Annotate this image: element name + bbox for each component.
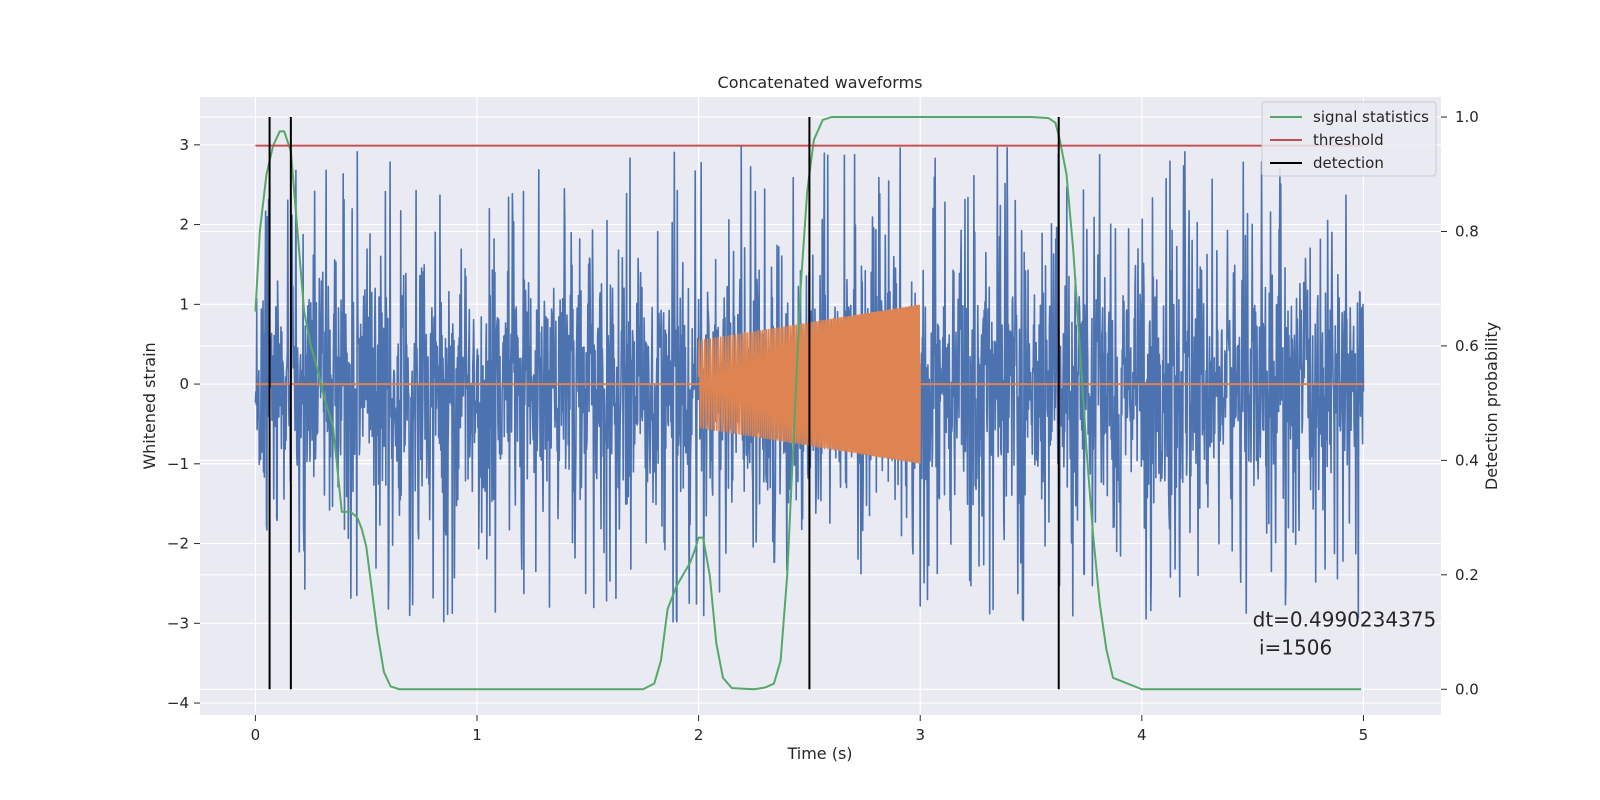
y-tick-label-right: 0.2 [1455, 566, 1479, 584]
x-tick-label: 1 [472, 726, 482, 744]
y-axis-label: Whitened strain [140, 342, 159, 469]
y-tick-label-right: 1.0 [1455, 108, 1479, 126]
legend-label-signal-statistics: signal statistics [1313, 108, 1429, 126]
y-tick-label-right: 0.6 [1455, 337, 1479, 355]
y-tick-label-right: 0.0 [1455, 680, 1479, 698]
y-tick-label: 2 [179, 216, 189, 234]
y-tick-label: 3 [179, 136, 189, 154]
legend-box [1261, 101, 1437, 177]
y-axis-label-right: Detection probability [1482, 322, 1501, 490]
y-tick-label: 1 [179, 295, 189, 313]
legend-label-detection: detection [1313, 154, 1384, 172]
x-tick-label: 3 [915, 726, 925, 744]
y-tick-label-right: 0.8 [1455, 222, 1479, 240]
x-tick-label: 0 [251, 726, 261, 744]
y-tick-label: −2 [167, 535, 189, 553]
y-tick-label-right: 0.4 [1455, 451, 1479, 469]
x-tick-label: 5 [1359, 726, 1369, 744]
y-tick-label: −1 [167, 455, 189, 473]
x-axis-label: Time (s) [786, 744, 852, 763]
y-tick-label: 0 [179, 375, 189, 393]
axis-ticks: 0 1 2 3 4 5 −4 −3 −2 −1 0 1 2 3 0.0 0.2 0.4 0.6 0.8 1.0 [167, 108, 1479, 744]
chart-title: Concatenated waveforms [718, 73, 923, 92]
annotation-index: i=1506 [1253, 635, 1333, 659]
y-tick-label: −4 [167, 694, 189, 712]
detection-lines [268, 117, 1060, 690]
x-tick-label: 4 [1137, 726, 1147, 744]
legend-label-threshold: threshold [1313, 131, 1384, 149]
annotation-dt: dt=0.4990234375 [1253, 607, 1437, 631]
x-tick-label: 2 [694, 726, 704, 744]
legend: signal statistics threshold detection [1261, 101, 1437, 177]
y-tick-label: −3 [167, 614, 189, 632]
